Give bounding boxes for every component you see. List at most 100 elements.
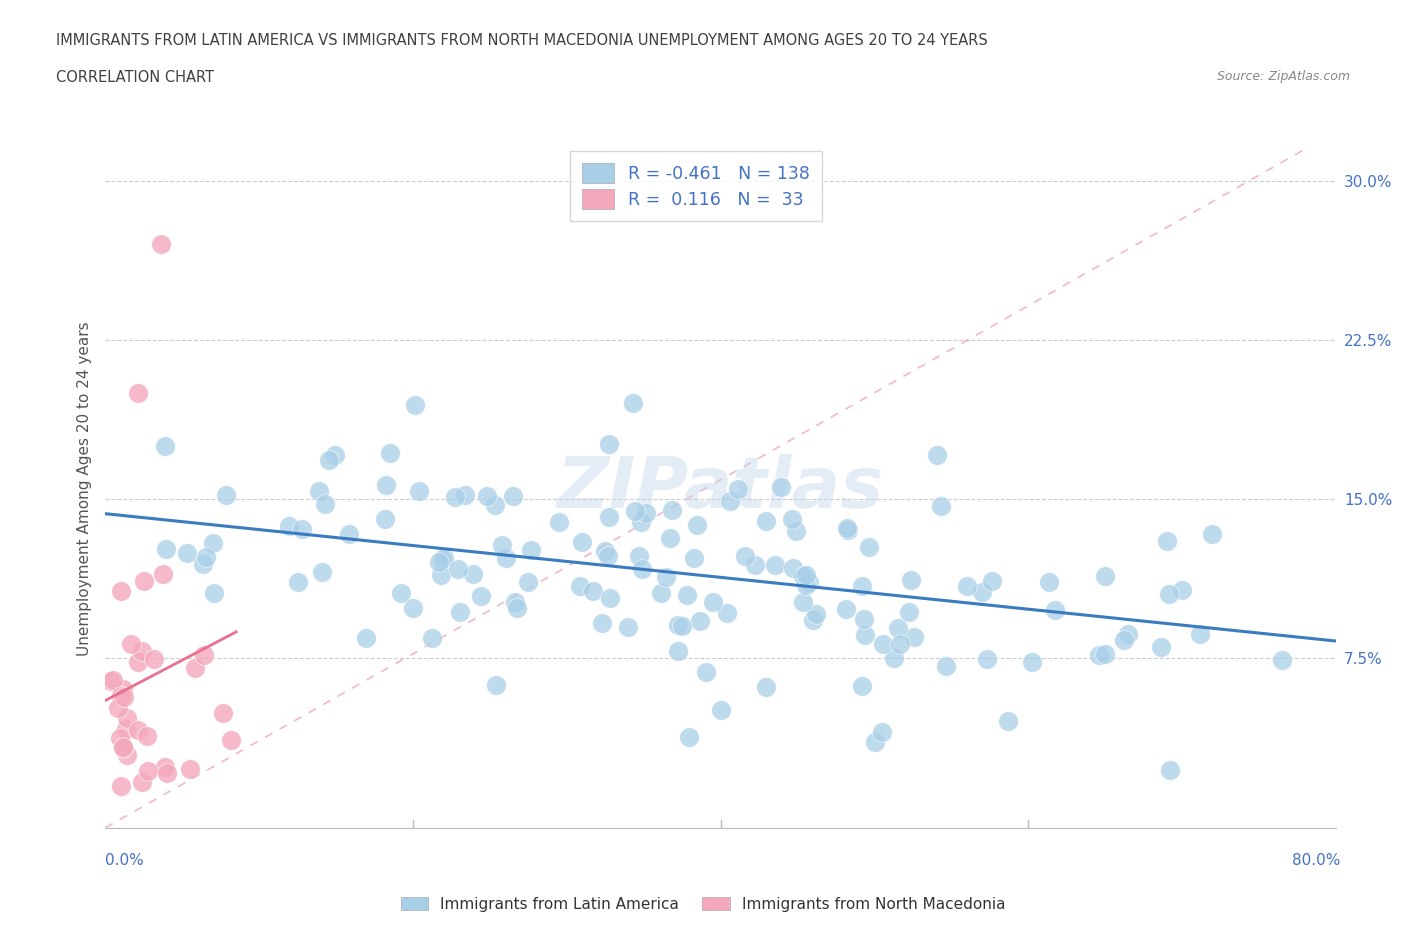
Point <box>427 555 450 570</box>
Point <box>461 567 484 582</box>
Point <box>100 673 122 688</box>
Point <box>596 548 619 563</box>
Point <box>202 536 225 551</box>
Point <box>769 480 792 495</box>
Point <box>131 775 153 790</box>
Point <box>981 574 1004 589</box>
Point <box>883 651 905 666</box>
Point <box>851 578 873 593</box>
Point <box>676 587 699 602</box>
Text: 0.0%: 0.0% <box>105 853 145 868</box>
Point <box>650 585 672 600</box>
Point <box>710 702 733 717</box>
Point <box>1038 575 1060 590</box>
Point <box>131 644 153 658</box>
Point <box>183 660 205 675</box>
Point <box>598 509 620 524</box>
Point <box>110 584 132 599</box>
Point <box>835 521 858 536</box>
Point <box>495 551 517 565</box>
Point <box>785 524 807 538</box>
Point <box>374 512 396 527</box>
Point <box>191 556 214 571</box>
Point <box>111 682 134 697</box>
Point <box>654 569 676 584</box>
Point <box>202 585 225 600</box>
Point <box>323 447 346 462</box>
Point <box>863 735 886 750</box>
Point <box>956 578 979 593</box>
Y-axis label: Unemployment Among Ages 20 to 24 years: Unemployment Among Ages 20 to 24 years <box>76 321 91 656</box>
Point <box>193 648 215 663</box>
Point <box>630 514 652 529</box>
Point <box>110 778 132 793</box>
Point <box>744 558 766 573</box>
Point <box>716 606 738 621</box>
Point <box>666 618 689 633</box>
Point <box>1159 763 1181 777</box>
Point <box>112 740 135 755</box>
Point <box>852 611 875 626</box>
Point <box>195 550 218 565</box>
Point <box>634 506 657 521</box>
Point <box>702 594 724 609</box>
Point <box>219 733 242 748</box>
Point <box>470 588 492 603</box>
Point <box>101 672 124 687</box>
Point <box>837 523 859 538</box>
Point <box>598 437 620 452</box>
Point <box>935 658 957 673</box>
Point <box>797 575 820 590</box>
Point <box>621 395 644 410</box>
Point <box>179 762 201 777</box>
Point <box>929 498 952 513</box>
Point <box>378 445 401 460</box>
Point <box>120 637 142 652</box>
Point <box>571 534 593 549</box>
Point <box>115 748 138 763</box>
Point <box>683 551 706 565</box>
Point <box>835 602 858 617</box>
Point <box>630 562 652 577</box>
Point <box>506 601 529 616</box>
Point <box>149 237 172 252</box>
Point <box>792 568 814 583</box>
Point <box>115 721 138 736</box>
Point <box>153 438 176 453</box>
Point <box>516 575 538 590</box>
Point <box>408 484 430 498</box>
Point <box>853 628 876 643</box>
Point <box>155 541 177 556</box>
Point <box>1188 627 1211 642</box>
Point <box>972 585 994 600</box>
Point <box>127 655 149 670</box>
Point <box>430 552 453 567</box>
Point <box>430 567 453 582</box>
Point <box>689 613 711 628</box>
Point <box>1271 652 1294 667</box>
Point <box>695 664 717 679</box>
Point <box>153 760 176 775</box>
Point <box>484 498 506 512</box>
Text: Source: ZipAtlas.com: Source: ZipAtlas.com <box>1216 70 1350 83</box>
Point <box>1201 527 1223 542</box>
Point <box>872 637 894 652</box>
Point <box>389 586 412 601</box>
Point <box>794 578 817 592</box>
Legend: Immigrants from Latin America, Immigrants from North Macedonia: Immigrants from Latin America, Immigrant… <box>395 890 1011 918</box>
Point <box>449 604 471 619</box>
Point <box>1094 647 1116 662</box>
Point <box>659 531 682 546</box>
Point <box>1171 583 1194 598</box>
Point <box>447 562 470 577</box>
Point <box>138 764 160 778</box>
Point <box>617 620 640 635</box>
Point <box>287 575 309 590</box>
Point <box>1087 648 1109 663</box>
Point <box>887 620 910 635</box>
Point <box>804 607 827 622</box>
Text: CORRELATION CHART: CORRELATION CHART <box>56 70 214 85</box>
Point <box>599 591 621 605</box>
Point <box>547 514 569 529</box>
Point <box>1116 626 1139 641</box>
